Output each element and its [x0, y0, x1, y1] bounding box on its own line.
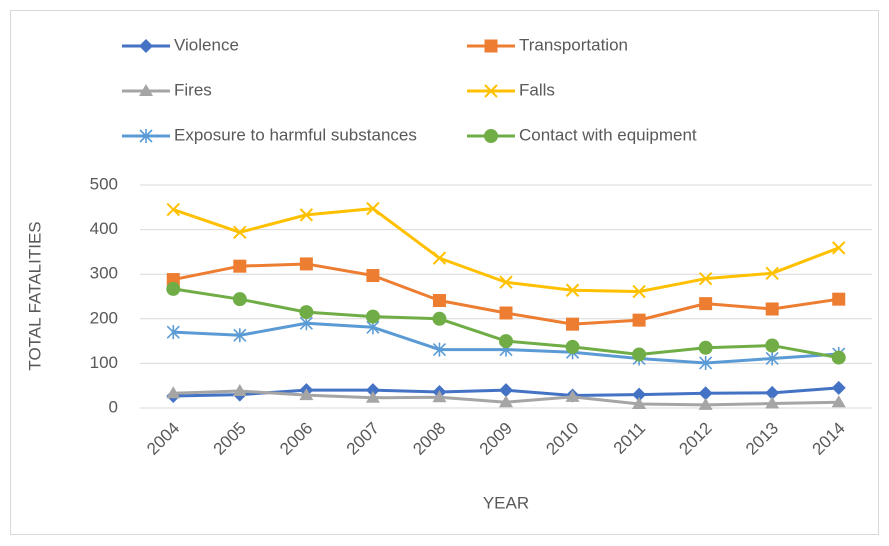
data-point [365, 390, 380, 403]
data-point [499, 306, 513, 320]
legend-label: Fires [174, 80, 212, 99]
data-point [366, 201, 380, 216]
data-point [432, 251, 447, 265]
data-point [166, 202, 180, 217]
data-point [699, 297, 713, 311]
data-point [632, 396, 647, 409]
y-tick-label: 300 [90, 264, 118, 283]
data-point [299, 257, 313, 271]
data-point [499, 334, 513, 349]
legend-marker [139, 84, 153, 96]
data-point [432, 294, 446, 308]
legend-marker [139, 39, 153, 53]
x-axis-label: YEAR [483, 493, 529, 512]
data-point [698, 386, 713, 401]
data-point [365, 383, 380, 398]
data-point [499, 275, 513, 289]
data-point [565, 339, 580, 354]
chart-border [10, 10, 879, 535]
data-point [698, 397, 713, 410]
legend-marker [484, 84, 498, 98]
data-point [831, 350, 846, 365]
data-point [432, 342, 447, 357]
data-point [232, 384, 247, 397]
data-point [565, 389, 580, 402]
data-point [832, 241, 846, 255]
legend-marker [484, 129, 498, 143]
data-point [299, 305, 314, 320]
data-point [632, 347, 647, 362]
legend-label: Transportation [519, 35, 628, 54]
legend-label: Falls [519, 80, 555, 99]
data-point [831, 380, 846, 395]
data-point [632, 387, 647, 402]
y-tick-label: 500 [90, 174, 118, 193]
data-point [699, 355, 713, 370]
y-axis-label: TOTAL FATALITIES [25, 221, 44, 370]
data-point [166, 281, 181, 296]
data-point [232, 292, 247, 307]
legend-marker [484, 39, 498, 53]
data-point [166, 325, 180, 340]
data-point [566, 317, 580, 331]
data-point [765, 396, 780, 409]
data-point [499, 383, 513, 398]
data-point [765, 302, 779, 316]
legend-label: Violence [174, 35, 239, 54]
data-point [765, 338, 780, 353]
y-tick-label: 0 [109, 397, 118, 416]
data-point [698, 340, 713, 355]
data-point [765, 351, 779, 366]
data-point [432, 311, 447, 326]
legend-label: Contact with equipment [519, 125, 697, 144]
data-point [166, 386, 181, 399]
data-point [832, 292, 846, 306]
legend-marker [139, 129, 153, 143]
data-point [233, 328, 247, 343]
data-point [765, 385, 780, 400]
data-point [765, 266, 779, 281]
y-tick-label: 100 [90, 353, 118, 372]
data-point [432, 390, 447, 403]
data-point [632, 284, 646, 299]
data-point [299, 208, 314, 222]
data-point [299, 388, 314, 401]
data-point [233, 225, 247, 239]
legend-label: Exposure to harmful substances [174, 125, 417, 144]
y-tick-label: 400 [90, 219, 118, 238]
y-tick-label: 200 [90, 308, 118, 327]
data-point [632, 313, 646, 327]
data-point [831, 395, 846, 408]
data-point [366, 269, 380, 283]
data-point [565, 283, 580, 297]
data-point [698, 271, 713, 286]
data-point [233, 259, 247, 273]
data-point [365, 309, 380, 324]
data-point [499, 395, 513, 408]
